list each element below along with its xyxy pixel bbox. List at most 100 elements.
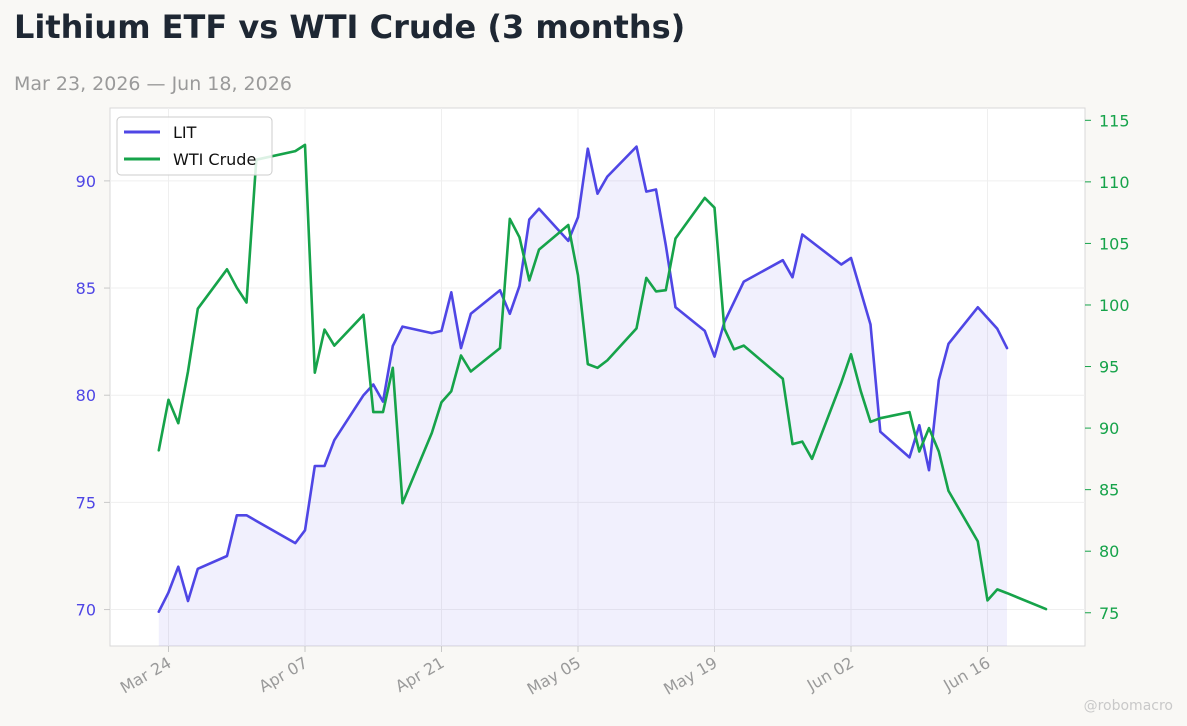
data-point-lit bbox=[977, 306, 980, 309]
data-point-lit bbox=[938, 379, 941, 382]
data-point-wti-crude bbox=[1006, 592, 1009, 595]
data-point-lit bbox=[596, 192, 599, 195]
data-point-lit bbox=[245, 514, 248, 517]
y-right-tick-label: 85 bbox=[1099, 481, 1119, 500]
x-tick-label: Apr 21 bbox=[392, 653, 448, 696]
data-point-lit bbox=[538, 207, 541, 210]
data-point-wti-crude bbox=[382, 411, 385, 414]
data-point-lit bbox=[801, 233, 804, 236]
x-tick-label: Jun 16 bbox=[939, 653, 993, 695]
legend: LIT WTI Crude bbox=[116, 116, 273, 176]
grid-vertical bbox=[168, 108, 988, 646]
data-point-wti-crude bbox=[587, 363, 590, 366]
data-point-wti-crude bbox=[245, 301, 248, 304]
watermark: @robomacro bbox=[1083, 698, 1173, 714]
y-right-tick-label: 75 bbox=[1099, 604, 1119, 623]
data-point-wti-crude bbox=[665, 289, 668, 292]
data-point-wti-crude bbox=[947, 490, 950, 493]
data-point-wti-crude bbox=[372, 411, 375, 414]
data-point-wti-crude bbox=[606, 359, 609, 362]
data-point-lit bbox=[499, 289, 502, 292]
x-tick-label: Mar 24 bbox=[117, 653, 175, 697]
data-point-lit bbox=[577, 216, 580, 219]
y-right-tick-label: 90 bbox=[1099, 419, 1119, 438]
data-point-lit bbox=[655, 188, 658, 191]
data-point-lit bbox=[314, 465, 317, 468]
data-point-lit bbox=[791, 276, 794, 279]
data-point-lit bbox=[236, 514, 239, 517]
data-point-wti-crude bbox=[294, 150, 297, 153]
data-point-lit bbox=[850, 257, 853, 260]
data-point-wti-crude bbox=[908, 411, 911, 414]
data-point-wti-crude bbox=[197, 307, 200, 310]
data-point-wti-crude bbox=[782, 378, 785, 381]
data-point-wti-crude bbox=[996, 588, 999, 591]
data-point-wti-crude bbox=[879, 417, 882, 420]
data-point-lit bbox=[323, 465, 326, 468]
y-left-tick-label: 90 bbox=[76, 172, 96, 191]
data-point-wti-crude bbox=[928, 427, 931, 430]
data-point-lit bbox=[177, 565, 180, 568]
data-point-lit bbox=[665, 244, 668, 247]
x-tick-label: Apr 07 bbox=[255, 653, 311, 696]
y-right-tick-label: 95 bbox=[1099, 358, 1119, 377]
data-point-wti-crude bbox=[733, 348, 736, 351]
x-tick-label: May 05 bbox=[524, 653, 584, 699]
data-point-lit bbox=[509, 313, 512, 316]
data-point-wti-crude bbox=[177, 422, 180, 425]
data-point-lit bbox=[567, 240, 570, 243]
data-point-lit bbox=[928, 469, 931, 472]
chart-title: Lithium ETF vs WTI Crude (3 months) bbox=[14, 8, 686, 46]
data-point-wti-crude bbox=[440, 401, 443, 404]
data-point-lit bbox=[840, 263, 843, 266]
series-line-wti-crude bbox=[157, 143, 1048, 611]
data-point-lit bbox=[713, 355, 716, 358]
data-point-lit bbox=[158, 610, 161, 613]
data-point-wti-crude bbox=[304, 144, 307, 147]
data-point-lit bbox=[869, 323, 872, 326]
data-point-lit bbox=[918, 424, 921, 427]
data-point-wti-crude bbox=[918, 450, 921, 453]
data-point-lit bbox=[743, 280, 746, 283]
data-point-wti-crude bbox=[528, 279, 531, 282]
data-point-wti-crude bbox=[333, 344, 336, 347]
data-point-wti-crude bbox=[392, 367, 395, 370]
data-point-wti-crude bbox=[236, 286, 239, 289]
data-point-lit bbox=[392, 345, 395, 348]
data-point-lit bbox=[606, 175, 609, 178]
data-point-wti-crude bbox=[801, 440, 804, 443]
data-point-wti-crude bbox=[674, 237, 677, 240]
y-right-tick-label: 100 bbox=[1099, 296, 1130, 315]
data-point-wti-crude bbox=[577, 274, 580, 277]
data-point-wti-crude bbox=[567, 224, 570, 227]
data-point-lit bbox=[450, 291, 453, 294]
data-point-lit bbox=[674, 306, 677, 309]
y-left-tick-label: 80 bbox=[76, 386, 96, 405]
x-tick-label: Jun 02 bbox=[803, 653, 857, 695]
data-point-wti-crude bbox=[704, 197, 707, 200]
y-right-tick-label: 110 bbox=[1099, 173, 1130, 192]
data-point-lit bbox=[333, 439, 336, 442]
data-point-wti-crude bbox=[460, 354, 463, 357]
data-point-lit bbox=[635, 145, 638, 148]
data-point-lit bbox=[528, 218, 531, 221]
data-point-wti-crude bbox=[314, 371, 317, 374]
data-point-lit bbox=[362, 394, 365, 397]
data-point-wti-crude bbox=[635, 327, 638, 330]
data-point-wti-crude bbox=[596, 367, 599, 370]
data-point-wti-crude bbox=[1045, 608, 1048, 611]
data-point-wti-crude bbox=[840, 381, 843, 384]
data-point-wti-crude bbox=[655, 290, 658, 293]
data-point-lit bbox=[440, 330, 443, 333]
data-point-wti-crude bbox=[791, 443, 794, 446]
y-left-tick-label: 75 bbox=[76, 493, 96, 512]
data-point-wti-crude bbox=[713, 206, 716, 209]
y-right-tick-label: 105 bbox=[1099, 234, 1130, 253]
data-point-wti-crude bbox=[977, 540, 980, 543]
data-point-lit bbox=[996, 328, 999, 331]
legend-label-lit: LIT bbox=[173, 123, 197, 142]
data-point-wti-crude bbox=[518, 236, 521, 239]
series-line-lit bbox=[157, 145, 1009, 613]
data-point-lit bbox=[460, 347, 463, 350]
